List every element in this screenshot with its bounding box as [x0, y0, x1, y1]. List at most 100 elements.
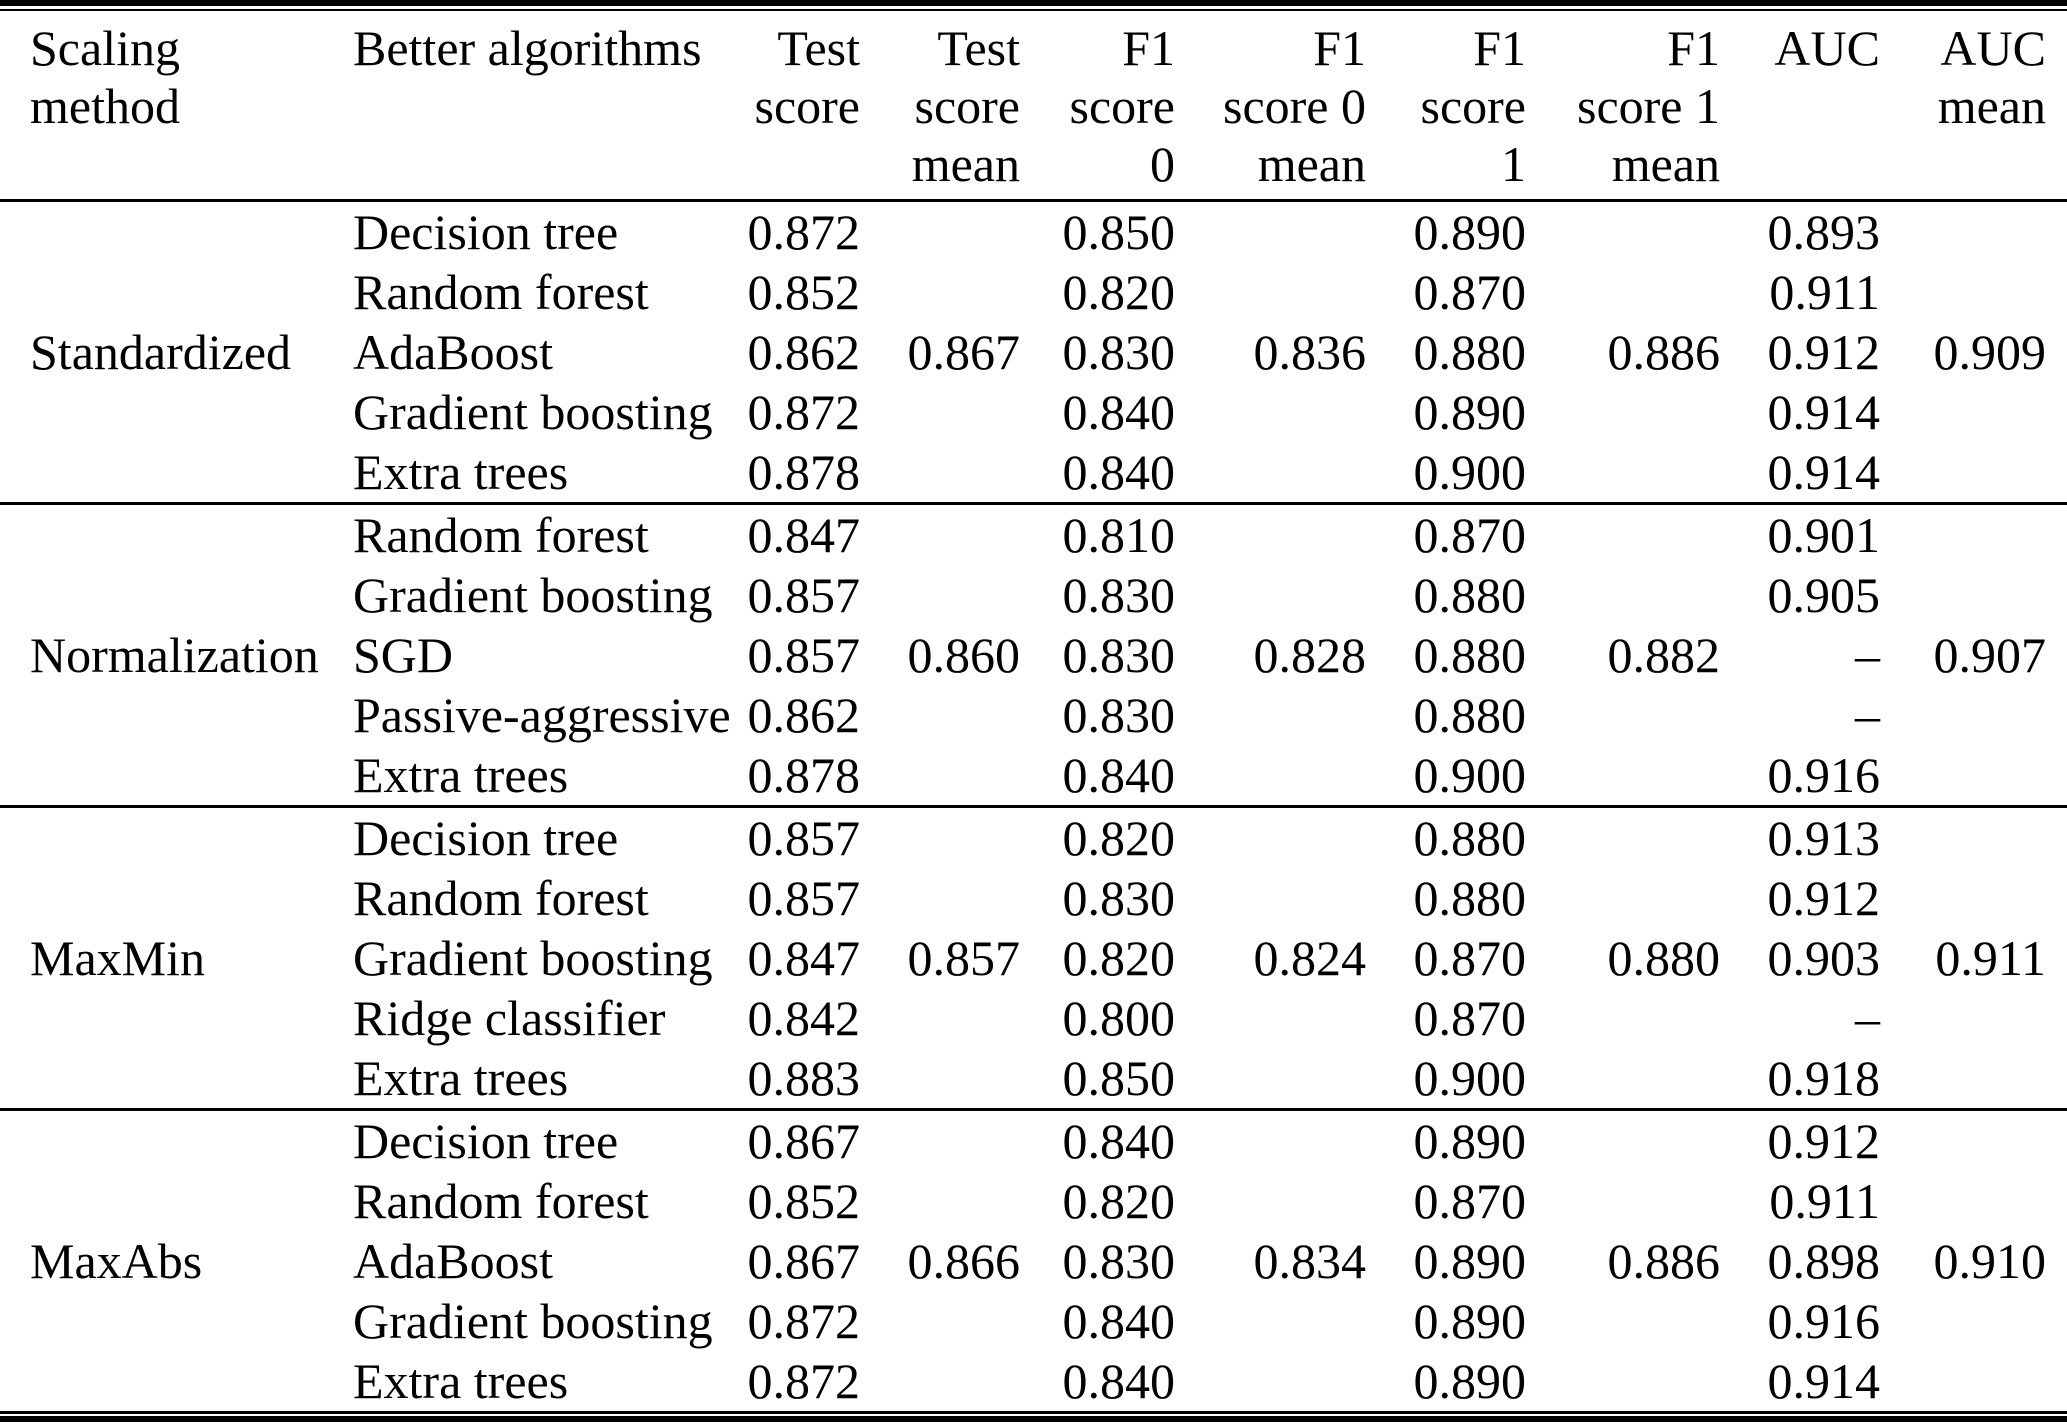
f1-score-1-cell: 0.880: [1413, 567, 1527, 623]
table-row: Random forest 0.857 0.830 0.880 0.912: [0, 868, 2067, 928]
f1-score-0-cell: 0.840: [1062, 1293, 1176, 1349]
test-score-cell: 0.872: [747, 1353, 861, 1409]
table-top-rule-thin: [0, 9, 2067, 11]
table-row: Extra trees 0.878 0.840 0.900 0.916: [0, 745, 2067, 807]
algorithm-cell: Extra trees: [353, 1050, 569, 1106]
f1-score-1-cell: 0.870: [1413, 507, 1527, 563]
f1-score-0-cell: 0.810: [1062, 507, 1176, 563]
group-maxmin: MaxMin Decision tree 0.857 0.857 0.820 0…: [0, 807, 2067, 1110]
algorithm-cell: Decision tree: [353, 810, 619, 866]
f1-score-0-cell: 0.840: [1062, 384, 1176, 440]
auc-cell: 0.914: [1767, 1353, 1881, 1409]
table-header: Scaling method Better algorithms Test sc…: [0, 11, 2067, 201]
f1-score-1-cell: 0.890: [1413, 1233, 1527, 1289]
f1-score-0-cell: 0.840: [1062, 1113, 1176, 1169]
f1-score-0-mean-cell: 0.824: [1253, 930, 1367, 986]
col-header-better-algorithms: Better algorithms: [353, 20, 702, 76]
auc-cell: 0.916: [1767, 747, 1881, 803]
auc-cell: –: [1855, 687, 1880, 743]
f1-score-1-cell: 0.890: [1413, 1353, 1527, 1409]
table-row: Ridge classifier 0.842 0.800 0.870 –: [0, 988, 2067, 1048]
col-header-f1-score-0: F1 score 0: [1069, 20, 1176, 192]
algorithm-cell: Decision tree: [353, 1113, 619, 1169]
f1-score-1-cell: 0.880: [1413, 324, 1527, 380]
f1-score-0-cell: 0.830: [1062, 870, 1176, 926]
f1-score-0-cell: 0.800: [1062, 990, 1176, 1046]
auc-cell: –: [1855, 990, 1880, 1046]
f1-score-0-cell: 0.850: [1062, 1050, 1176, 1106]
test-score-cell: 0.872: [747, 384, 861, 440]
f1-score-1-mean-cell: 0.882: [1607, 627, 1721, 683]
auc-cell: 0.901: [1767, 507, 1881, 563]
test-score-cell: 0.878: [747, 747, 861, 803]
auc-cell: –: [1855, 627, 1880, 683]
f1-score-1-cell: 0.890: [1413, 1113, 1527, 1169]
auc-mean-cell: 0.911: [1935, 930, 2046, 986]
table-bottom-rule-thick: [0, 1416, 2067, 1422]
auc-cell: 0.918: [1767, 1050, 1881, 1106]
col-header-f1-score-1: F1 score 1: [1420, 20, 1527, 192]
algorithm-cell: Extra trees: [353, 444, 569, 500]
f1-score-0-cell: 0.830: [1062, 1233, 1176, 1289]
algorithm-cell: Random forest: [353, 1173, 649, 1229]
test-score-cell: 0.852: [747, 264, 861, 320]
auc-cell: 0.911: [1769, 1173, 1880, 1229]
f1-score-0-cell: 0.830: [1062, 687, 1176, 743]
table-row: Normalization Random forest 0.847 0.860 …: [0, 504, 2067, 683]
f1-score-0-mean-cell: 0.836: [1253, 324, 1367, 380]
f1-score-1-cell: 0.900: [1413, 747, 1527, 803]
test-score-mean-cell: 0.867: [907, 324, 1021, 380]
table-row: Gradient boosting 0.872 0.840 0.890 0.91…: [0, 1291, 2067, 1351]
test-score-cell: 0.872: [747, 1293, 861, 1349]
auc-cell: 0.893: [1767, 204, 1881, 260]
table-row: MaxMin Decision tree 0.857 0.857 0.820 0…: [0, 807, 2067, 986]
scaling-method-cell: Standardized: [30, 324, 292, 380]
auc-cell: 0.914: [1767, 444, 1881, 500]
f1-score-0-cell: 0.840: [1062, 1353, 1176, 1409]
algorithm-cell: Decision tree: [353, 204, 619, 260]
auc-cell: 0.911: [1769, 264, 1880, 320]
f1-score-1-cell: 0.880: [1413, 627, 1527, 683]
f1-score-1-mean-cell: 0.886: [1607, 324, 1721, 380]
f1-score-1-cell: 0.890: [1413, 204, 1527, 260]
algorithm-cell: Gradient boosting: [353, 567, 713, 623]
auc-cell: 0.912: [1767, 870, 1881, 926]
f1-score-0-cell: 0.840: [1062, 444, 1176, 500]
table-row: Gradient boosting 0.872 0.840 0.890 0.91…: [0, 382, 2067, 442]
table-row: Random forest 0.852 0.820 0.870 0.911: [0, 1171, 2067, 1231]
f1-score-0-mean-cell: 0.828: [1253, 627, 1367, 683]
f1-score-0-cell: 0.830: [1062, 627, 1176, 683]
algorithm-cell: Random forest: [353, 264, 649, 320]
auc-cell: 0.914: [1767, 384, 1881, 440]
algorithm-cell: Passive-aggressive: [353, 687, 731, 743]
test-score-cell: 0.867: [747, 1113, 861, 1169]
col-header-auc-mean: AUC mean: [1937, 20, 2046, 134]
col-header-test-score: Test score: [754, 20, 861, 134]
algorithm-cell: Gradient boosting: [353, 1293, 713, 1349]
algorithm-cell: Extra trees: [353, 1353, 569, 1409]
algorithm-cell: Ridge classifier: [353, 990, 666, 1046]
f1-score-0-cell: 0.820: [1062, 1173, 1176, 1229]
algorithm-cell: Random forest: [353, 870, 649, 926]
test-score-cell: 0.857: [747, 627, 861, 683]
group-maxabs: MaxAbs Decision tree 0.867 0.866 0.840 0…: [0, 1110, 2067, 1412]
test-score-mean-cell: 0.857: [907, 930, 1021, 986]
auc-cell: 0.912: [1767, 1113, 1881, 1169]
table-row: AdaBoost 0.862 0.830 0.880 0.912: [0, 322, 2067, 382]
f1-score-1-cell: 0.880: [1413, 870, 1527, 926]
f1-score-1-cell: 0.900: [1413, 444, 1527, 500]
table-row: Passive-aggressive 0.862 0.830 0.880 –: [0, 685, 2067, 745]
f1-score-1-cell: 0.900: [1413, 1050, 1527, 1106]
test-score-cell: 0.847: [747, 507, 861, 563]
table-bottom-rule-thin: [0, 1411, 2067, 1414]
table-row: SGD 0.857 0.830 0.880 –: [0, 625, 2067, 685]
f1-score-1-cell: 0.870: [1413, 1173, 1527, 1229]
col-header-f1-score-1-mean: F1 score 1 mean: [1577, 20, 1720, 192]
auc-cell: 0.913: [1767, 810, 1881, 866]
f1-score-1-mean-cell: 0.886: [1607, 1233, 1721, 1289]
f1-score-1-cell: 0.870: [1413, 990, 1527, 1046]
algorithm-cell: Gradient boosting: [353, 384, 713, 440]
auc-mean-cell: 0.907: [1933, 627, 2047, 683]
table-row: Extra trees 0.883 0.850 0.900 0.918: [0, 1048, 2067, 1110]
